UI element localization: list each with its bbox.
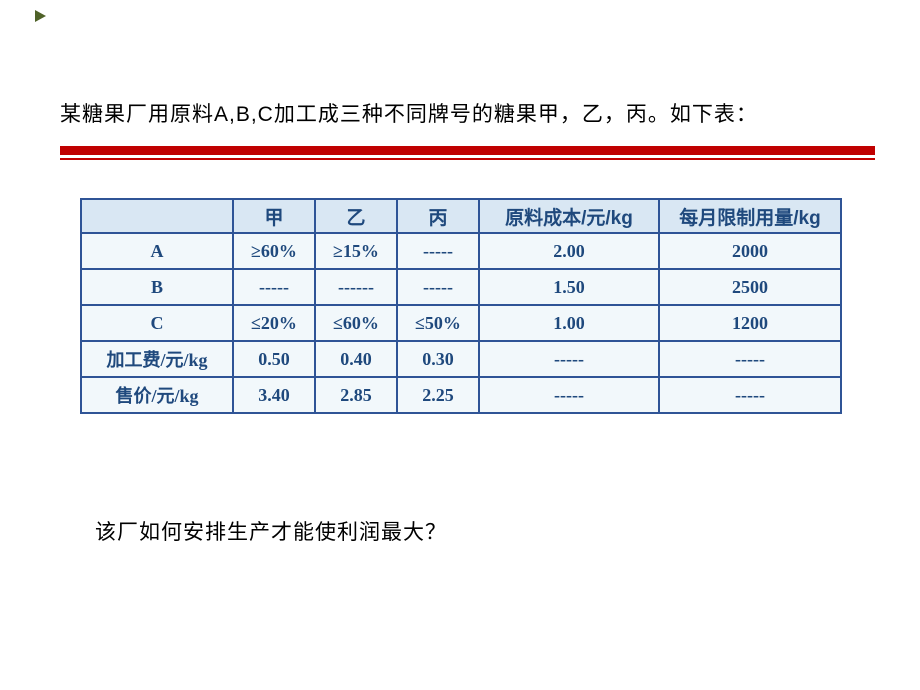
col-header-blank [81, 199, 233, 233]
table-cell: 3.40 [233, 377, 315, 413]
table-cell: ≤60% [315, 305, 397, 341]
table-cell: C [81, 305, 233, 341]
table-row: A≥60%≥15%-----2.002000 [81, 233, 841, 269]
table-cell: 0.40 [315, 341, 397, 377]
col-header-yi: 乙 [315, 199, 397, 233]
table-cell: ----- [479, 341, 659, 377]
table-row: 加工费/元/kg0.500.400.30---------- [81, 341, 841, 377]
table-cell: ----- [397, 269, 479, 305]
table-cell: B [81, 269, 233, 305]
col-header-cost: 原料成本/元/kg [479, 199, 659, 233]
col-header-limit: 每月限制用量/kg [659, 199, 841, 233]
data-table-container: 甲 乙 丙 原料成本/元/kg 每月限制用量/kg A≥60%≥15%-----… [80, 198, 842, 414]
table-cell: ≥60% [233, 233, 315, 269]
slide-bullet [35, 10, 46, 22]
table-cell: 0.50 [233, 341, 315, 377]
table-cell: 0.30 [397, 341, 479, 377]
table-cell: 2.00 [479, 233, 659, 269]
table-row: 售价/元/kg3.402.852.25---------- [81, 377, 841, 413]
table-cell: 1200 [659, 305, 841, 341]
table-cell: ----- [479, 377, 659, 413]
col-header-jia: 甲 [233, 199, 315, 233]
table-cell: 2500 [659, 269, 841, 305]
title-divider [60, 146, 875, 160]
table-row: C≤20%≤60%≤50%1.001200 [81, 305, 841, 341]
table-cell: 2000 [659, 233, 841, 269]
table-header-row: 甲 乙 丙 原料成本/元/kg 每月限制用量/kg [81, 199, 841, 233]
problem-statement: 某糖果厂用原料A,B,C加工成三种不同牌号的糖果甲，乙，丙。如下表： [60, 98, 758, 128]
question-text: 该厂如何安排生产才能使利润最大？ [95, 516, 447, 546]
table-cell: ----- [659, 377, 841, 413]
table-cell: ≤20% [233, 305, 315, 341]
table-cell: 2.25 [397, 377, 479, 413]
table-cell: 2.85 [315, 377, 397, 413]
table-cell: ≤50% [397, 305, 479, 341]
table-cell: ------ [315, 269, 397, 305]
table-body: A≥60%≥15%-----2.002000B----------------1… [81, 233, 841, 413]
table-cell: ----- [233, 269, 315, 305]
table-cell: 售价/元/kg [81, 377, 233, 413]
table-cell: ----- [659, 341, 841, 377]
data-table: 甲 乙 丙 原料成本/元/kg 每月限制用量/kg A≥60%≥15%-----… [80, 198, 842, 414]
table-cell: 加工费/元/kg [81, 341, 233, 377]
table-cell: 1.50 [479, 269, 659, 305]
table-cell: ≥15% [315, 233, 397, 269]
table-cell: ----- [397, 233, 479, 269]
table-cell: 1.00 [479, 305, 659, 341]
table-row: B----------------1.502500 [81, 269, 841, 305]
table-cell: A [81, 233, 233, 269]
col-header-bing: 丙 [397, 199, 479, 233]
